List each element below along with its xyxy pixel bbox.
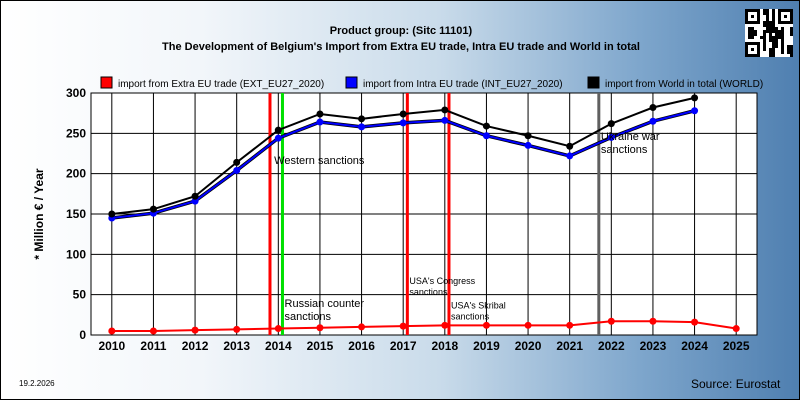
data-point <box>233 325 241 333</box>
data-point <box>191 197 199 205</box>
y-tick-label: 200 <box>66 167 86 181</box>
data-point <box>524 132 532 140</box>
data-point <box>566 152 574 160</box>
data-point <box>607 317 615 325</box>
data-point <box>274 325 282 333</box>
y-tick-label: 150 <box>66 207 86 221</box>
y-tick-label: 100 <box>66 247 86 261</box>
data-point <box>441 116 449 124</box>
data-point <box>482 122 490 130</box>
data-point <box>399 110 407 118</box>
x-tick-label: 2020 <box>515 339 542 353</box>
x-tick-label: 2015 <box>307 339 334 353</box>
data-point <box>316 118 324 126</box>
legend-swatch <box>345 76 358 89</box>
event-label: Western sanctions <box>274 155 365 167</box>
x-tick-label: 2024 <box>681 339 708 353</box>
data-point <box>399 119 407 127</box>
data-point <box>358 323 366 331</box>
data-point <box>566 142 574 150</box>
event-label: USA's Skribal sanctions <box>451 300 506 321</box>
data-point <box>691 107 699 115</box>
x-tick-label: 2025 <box>723 339 750 353</box>
series-1 <box>108 317 740 335</box>
x-tick-label: 2011 <box>140 339 166 353</box>
event-label: Ukraine war sanctions <box>601 131 660 156</box>
data-point <box>233 158 241 166</box>
data-point <box>691 94 699 102</box>
x-tick-label: 2023 <box>640 339 667 353</box>
data-point <box>649 117 657 125</box>
data-point <box>566 321 574 329</box>
y-tick-label: 250 <box>66 126 86 140</box>
source-label: Source: Eurostat <box>691 377 781 391</box>
x-tick-label: 2022 <box>598 339 625 353</box>
x-tick-label: 2010 <box>98 339 125 353</box>
data-point <box>358 115 366 123</box>
y-tick-label: 50 <box>73 288 87 302</box>
qr-code-icon <box>745 9 793 57</box>
legend-label: import from Extra EU trade (EXT_EU27_202… <box>118 79 324 90</box>
data-point <box>482 132 490 140</box>
y-tick-label: 0 <box>79 328 86 342</box>
x-tick-label: 2021 <box>556 339 583 353</box>
data-point <box>274 134 282 142</box>
legend-label: import from Intra EU trade (INT_EU27_202… <box>363 79 563 90</box>
chart-title-line-1: Product group: (Sitc 11101) <box>329 25 473 37</box>
x-tick-label: 2018 <box>431 339 458 353</box>
x-tick-label: 2016 <box>348 339 375 353</box>
data-point <box>691 318 699 326</box>
legend-swatch <box>587 76 600 89</box>
data-point <box>149 327 157 335</box>
data-point <box>191 192 199 200</box>
data-point <box>274 126 282 134</box>
data-point <box>524 141 532 149</box>
data-point <box>441 321 449 329</box>
data-point <box>399 322 407 330</box>
data-point <box>649 317 657 325</box>
data-point <box>316 324 324 332</box>
data-point <box>108 327 116 335</box>
x-tick-label: 2013 <box>223 339 250 353</box>
x-tick-label: 2014 <box>265 339 292 353</box>
data-point <box>524 321 532 329</box>
data-point <box>358 123 366 131</box>
data-point <box>649 104 657 112</box>
data-point <box>316 110 324 118</box>
data-point <box>191 326 199 334</box>
data-point <box>149 205 157 213</box>
series-line <box>111 320 737 332</box>
series-3 <box>108 94 699 218</box>
data-point <box>607 133 615 141</box>
chart-title-line-2: The Development of Belgium's Import from… <box>162 41 640 53</box>
series-2 <box>108 107 699 222</box>
y-tick-label: 300 <box>66 86 86 100</box>
data-point <box>482 321 490 329</box>
y-axis-label: * Million € / Year <box>32 168 46 259</box>
event-label: USA's Congress sanctions <box>409 276 475 297</box>
data-point <box>732 325 740 333</box>
data-point <box>441 106 449 114</box>
legend-label: import from World in total (WORLD) <box>605 79 763 90</box>
legend-swatch <box>100 76 113 89</box>
data-point <box>233 166 241 174</box>
x-tick-label: 2017 <box>390 339 417 353</box>
data-point <box>108 210 116 218</box>
x-tick-label: 2012 <box>182 339 209 353</box>
event-label: Russian counter sanctions <box>285 298 365 323</box>
data-point <box>607 120 615 128</box>
x-tick-label: 2019 <box>473 339 500 353</box>
date-stamp: 19.2.2026 <box>19 379 55 388</box>
